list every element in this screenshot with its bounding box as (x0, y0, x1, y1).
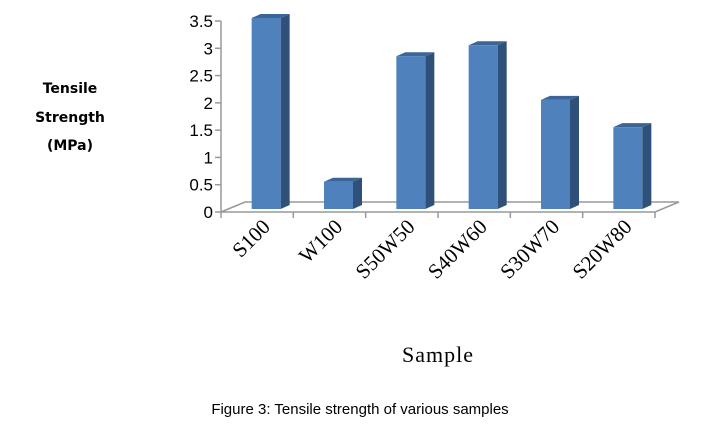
bar-top (396, 52, 435, 57)
bar-side (353, 177, 362, 209)
x-tick-label: S40W60 (423, 215, 492, 284)
bar (468, 45, 498, 210)
figure-caption: Figure 3: Tensile strength of various sa… (211, 401, 509, 418)
bar (541, 99, 570, 209)
y-tick-label: 0 (204, 203, 213, 222)
bar-side (280, 14, 290, 209)
bar-top (324, 177, 362, 182)
bar-side (570, 95, 579, 209)
x-tick-label: S100 (227, 215, 275, 263)
x-tick-label: S20W80 (568, 215, 637, 284)
bar-top (541, 95, 579, 100)
bar (613, 127, 643, 209)
y-axis-title-line3: (MPa) (47, 138, 93, 154)
bar-side (642, 123, 652, 209)
bar-top (251, 14, 290, 18)
x-tick-label: S50W50 (351, 215, 420, 284)
bar (324, 181, 353, 209)
y-axis-title-line1: Tensile (43, 81, 98, 97)
bar (251, 18, 281, 209)
y-tick-label: 3 (204, 39, 213, 58)
x-axis-title: Sample (402, 342, 474, 367)
y-tick-label: 2.5 (189, 67, 213, 86)
x-tick-label: W100 (294, 215, 347, 268)
y-tick-label: 3.5 (189, 12, 213, 31)
bar-side (497, 41, 507, 210)
y-tick-label: 2 (204, 94, 213, 113)
bar (396, 56, 426, 210)
chart-floor (220, 201, 680, 213)
y-axis-title-line2: Strength (35, 110, 105, 126)
y-tick-label: 1 (204, 148, 213, 167)
x-tick-label: S30W70 (495, 215, 564, 284)
bar-side (425, 52, 435, 210)
bar-top (613, 123, 652, 128)
y-tick-label: 1.5 (189, 121, 213, 140)
y-tick-label: 0.5 (189, 176, 213, 195)
bar-top (468, 41, 507, 46)
